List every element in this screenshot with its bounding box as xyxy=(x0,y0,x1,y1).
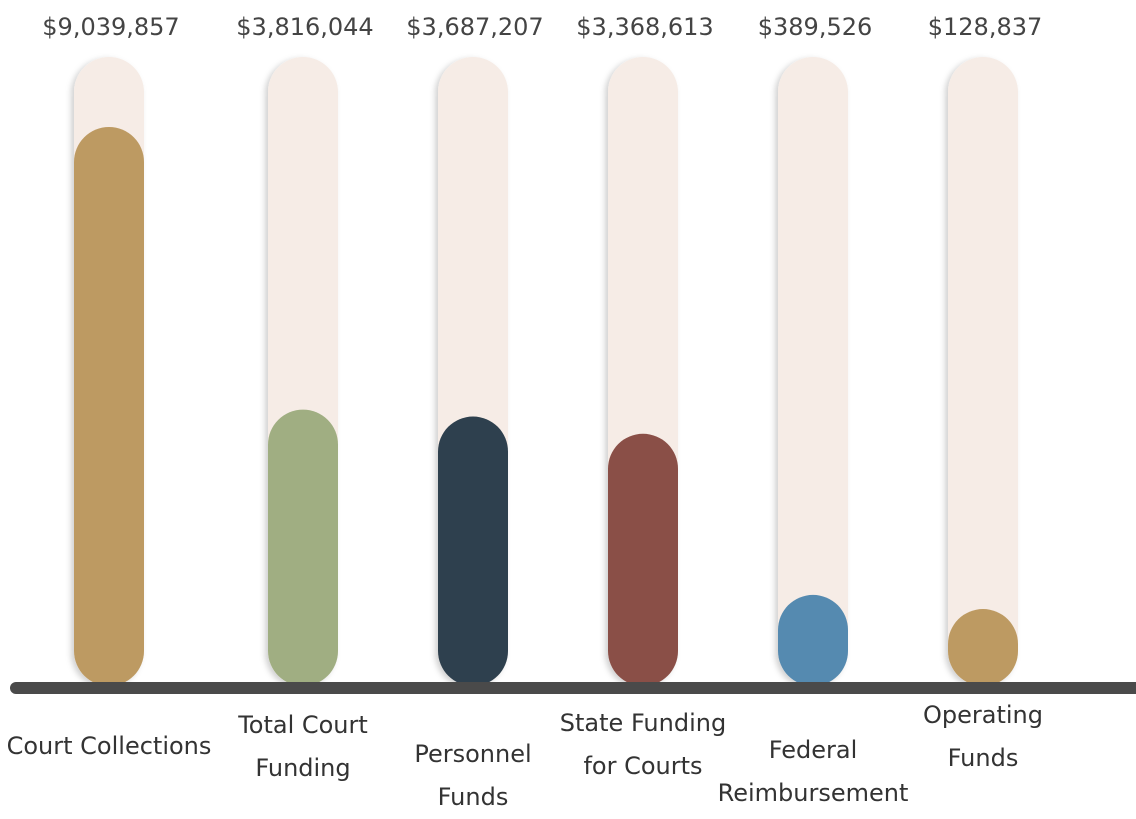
value-label: $9,039,857 xyxy=(42,13,179,41)
value-label: $128,837 xyxy=(928,13,1043,41)
bar xyxy=(438,416,508,686)
category-label: Court Collections xyxy=(6,732,212,760)
category-label: Federal Reimbursement xyxy=(717,736,909,807)
category-label: State Funding for Courts xyxy=(559,709,727,780)
bar xyxy=(608,433,678,686)
value-label: $3,687,207 xyxy=(406,13,543,41)
bar xyxy=(74,127,144,686)
category-label: Total Court Funding xyxy=(238,711,368,782)
value-label: $3,368,613 xyxy=(576,13,713,41)
value-label: $3,816,044 xyxy=(236,13,373,41)
bar-track xyxy=(948,57,1018,686)
bar xyxy=(268,409,338,686)
category-label: Operating Funds xyxy=(923,701,1043,772)
bar xyxy=(778,594,848,686)
bar xyxy=(948,609,1018,686)
bar-track xyxy=(778,57,848,686)
category-label: Personnel Funds xyxy=(414,740,532,811)
value-label: $389,526 xyxy=(758,13,873,41)
